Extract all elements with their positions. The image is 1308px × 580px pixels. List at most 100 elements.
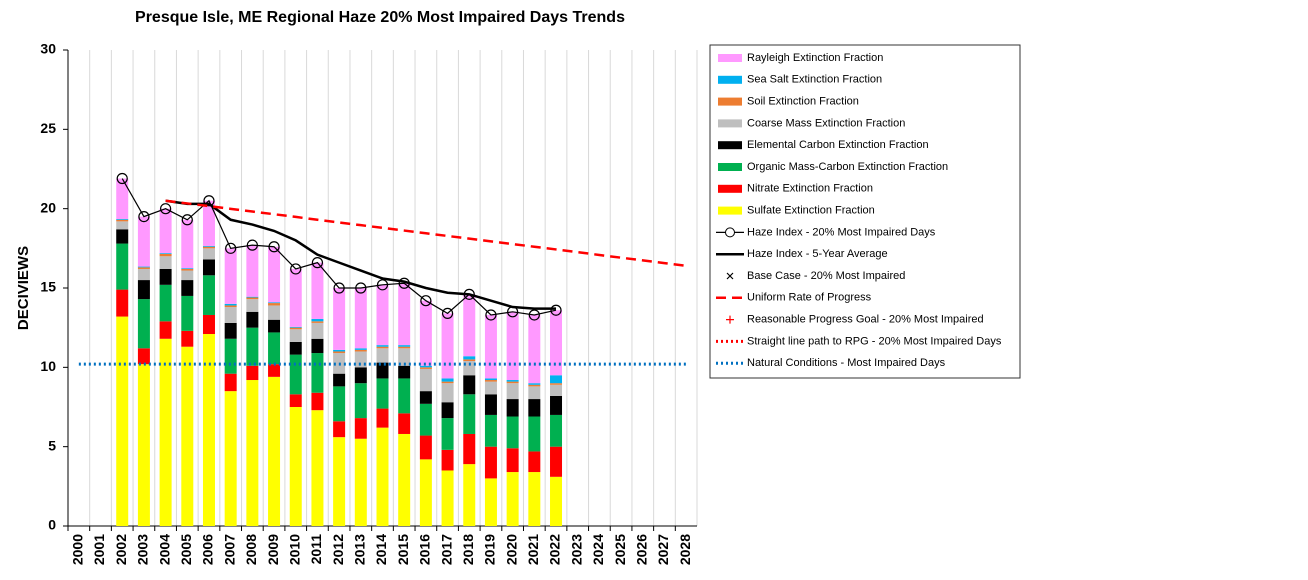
bar-segment — [181, 268, 194, 271]
legend-label: Straight line path to RPG - 20% Most Imp… — [747, 335, 1002, 347]
bar-segment — [181, 295, 194, 331]
bar-segment — [376, 346, 389, 349]
y-axis-label: DECIVIEWS — [15, 246, 32, 330]
haze-marker — [181, 214, 193, 226]
bar-segment — [550, 310, 563, 376]
bar-segment — [398, 365, 411, 379]
bar-segment — [224, 307, 237, 323]
bar-segment — [246, 365, 259, 381]
bar-segment — [268, 319, 281, 333]
bar-segment — [419, 368, 432, 392]
bar-segment — [550, 446, 563, 477]
bar-segment — [419, 300, 432, 366]
x-tick-label: 2006 — [200, 534, 216, 565]
bar-segment — [441, 418, 454, 450]
x-tick-label: 2005 — [178, 534, 194, 565]
bar-segment — [441, 313, 454, 379]
legend-label: Elemental Carbon Extinction Fraction — [747, 139, 929, 151]
bar-segment — [506, 380, 519, 382]
legend-label: Reasonable Progress Goal - 20% Most Impa… — [747, 314, 984, 326]
bar-segment — [181, 280, 194, 296]
bar-segment — [159, 208, 172, 254]
bar-segment — [202, 200, 215, 246]
bar-segment — [268, 305, 281, 320]
bar-segment — [289, 327, 302, 330]
bar-segment — [137, 216, 150, 267]
bar-segment — [419, 391, 432, 404]
bar-segment — [463, 433, 476, 465]
bar-segment — [159, 338, 172, 526]
bar-segment — [528, 384, 541, 387]
x-tick-label: 2011 — [308, 534, 324, 565]
y-tick-label: 5 — [48, 437, 56, 453]
haze-marker — [355, 282, 367, 294]
bar-segment — [528, 451, 541, 473]
bar-segment — [289, 354, 302, 395]
haze-marker — [528, 309, 540, 321]
bar-segment — [463, 356, 476, 360]
haze-marker — [138, 211, 150, 223]
bar-segment — [376, 408, 389, 428]
haze-marker — [203, 195, 215, 207]
legend-marker — [726, 272, 734, 280]
bar-segment — [181, 330, 194, 347]
bar-segment — [246, 380, 259, 526]
bar-segment — [268, 332, 281, 365]
bar-segment — [506, 381, 519, 384]
x-tick-label: 2026 — [633, 534, 649, 565]
bar-segment — [506, 399, 519, 417]
bar-segment — [159, 284, 172, 322]
bar-segment — [484, 414, 497, 447]
bar-segment — [181, 346, 194, 526]
bar-segment — [376, 362, 389, 379]
bar-segment — [506, 311, 519, 381]
bar-segment — [137, 348, 150, 365]
line-series — [121, 178, 557, 316]
x-tick-label: 2017 — [438, 534, 454, 565]
bar-segment — [268, 246, 281, 303]
legend-swatch — [718, 119, 742, 128]
bar-segment — [419, 435, 432, 460]
bar-segment — [354, 348, 367, 350]
y-tick-label: 20 — [40, 199, 56, 215]
y-tick-label: 0 — [48, 517, 56, 533]
haze-marker — [485, 309, 497, 321]
y-tick-label: 30 — [40, 41, 56, 57]
x-tick-label: 2025 — [612, 534, 628, 565]
bar-segment — [202, 314, 215, 335]
bar-segment — [376, 427, 389, 526]
y-tick-label: 25 — [40, 120, 56, 136]
bar-segment — [181, 270, 194, 281]
bar-segment — [398, 345, 411, 347]
bar-segment — [441, 378, 454, 382]
bar-segment — [354, 383, 367, 419]
bar-segment — [463, 394, 476, 434]
x-tick-label: 2012 — [330, 534, 346, 565]
x-tick-label: 2013 — [352, 534, 368, 565]
legend-swatch — [718, 163, 742, 171]
legend-label: Uniform Rate of Progress — [747, 292, 872, 304]
bar-segment — [116, 289, 129, 317]
bar-segment — [333, 349, 346, 352]
bar-segment — [528, 386, 541, 400]
bar-segment — [311, 410, 324, 526]
haze-marker — [116, 172, 128, 185]
bar-segment — [441, 402, 454, 419]
bar-segment — [354, 349, 367, 352]
bar-segment — [333, 351, 346, 354]
bar-segment — [398, 348, 411, 366]
bar-segment — [419, 365, 432, 368]
x-tick-label: 2010 — [286, 534, 302, 565]
bar-segment — [419, 367, 432, 369]
bar-segment — [398, 378, 411, 414]
y-tick-label: 15 — [40, 279, 56, 295]
bar-segment — [333, 373, 346, 387]
bar-segment — [528, 314, 541, 384]
bar-segment — [484, 446, 497, 479]
bar-segment — [137, 267, 150, 269]
bar-segment — [137, 268, 150, 281]
bar-segment — [268, 376, 281, 526]
bar-segment — [484, 314, 497, 379]
bar-segment — [289, 268, 302, 327]
bar-segment — [376, 284, 389, 346]
